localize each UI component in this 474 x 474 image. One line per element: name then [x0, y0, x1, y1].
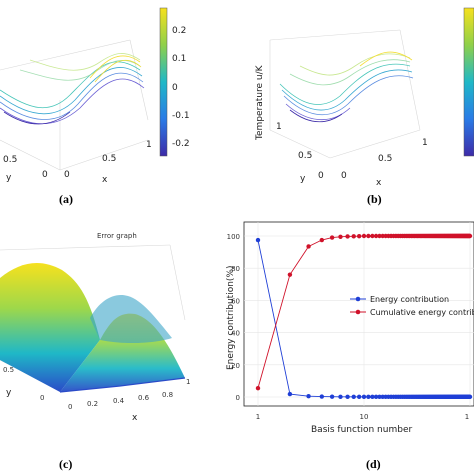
x-axis-label: x [102, 175, 108, 185]
data-point-energy [370, 394, 375, 400]
data-point-energy [345, 394, 350, 400]
x-tick: 0.5 [102, 154, 116, 164]
panel-b-colorbar [463, 7, 474, 157]
x-tick: 1 [422, 138, 428, 148]
x-tick: 0.6 [138, 394, 150, 402]
data-point-energy [255, 237, 261, 243]
series-group [255, 233, 473, 400]
y-tick-label: 0 [236, 394, 240, 402]
colorbar-tick: 0 [172, 83, 178, 93]
y-axis-label: y [300, 174, 306, 184]
panel-a-axes-box [0, 39, 149, 171]
data-point-energy [351, 394, 356, 400]
x-tick: 0.5 [378, 154, 392, 164]
x-tick: 0.2 [87, 400, 98, 408]
x-axis-label: Basis function number [311, 425, 412, 435]
data-point-cumulative [356, 233, 362, 239]
data-point-cumulative [345, 234, 350, 239]
data-point-cumulative [329, 235, 335, 240]
panel-d: 0 20 40 60 80 100 1 10 1 Energy contribution(%)… [226, 221, 474, 471]
y-tick: 0.5 [3, 366, 14, 374]
panel-b-axes-box [269, 29, 421, 159]
data-point-cumulative [370, 233, 375, 239]
panel-label-c: (c) [59, 457, 72, 471]
y-tick-label: 20 [231, 362, 240, 370]
x-axis-label: x [376, 178, 382, 188]
data-point-cumulative [377, 233, 382, 239]
colorbar-tick: 0.1 [172, 54, 186, 64]
x-tick: 0 [68, 403, 72, 411]
colorbar-tick: -0.1 [172, 111, 190, 121]
panel-label-b: (b) [367, 192, 382, 206]
data-point-cumulative [361, 233, 367, 239]
data-point-energy [329, 394, 335, 399]
panel-a-colorbar: 0.2 0.1 0 -0.1 -0.2 [159, 7, 190, 157]
y-tick-label: 60 [231, 297, 240, 305]
data-point-cumulative [373, 233, 379, 239]
x-tick: 0.4 [113, 397, 125, 405]
x-tick-label: 10 [360, 413, 369, 421]
data-point-cumulative [306, 244, 311, 249]
legend: Energy contribution Cumulative energy co… [350, 295, 474, 317]
panel-a: 0.2 0.1 0 -0.1 -0.2 0.5 0 0 0.5 1 y x (a… [0, 7, 190, 206]
panel-b-surface [279, 51, 414, 123]
y-tick: 0.5 [298, 151, 312, 161]
data-point-cumulative [338, 234, 343, 240]
plot-area-frame [243, 221, 474, 407]
x-tick: 0 [64, 170, 70, 180]
legend-marker-cumulative [355, 309, 361, 315]
colorbar-tick: -0.2 [172, 139, 190, 149]
data-point-energy [356, 394, 362, 400]
y-tick-label: 80 [231, 265, 240, 273]
y-tick-label: 40 [231, 330, 240, 338]
y-axis-label: Energy contribution(%) [226, 266, 236, 371]
panel-c: Error graph 0.5 0 0 0.2 0.4 0.6 0.8 1 y … [0, 232, 190, 471]
x-tick: 1 [146, 140, 152, 150]
legend-label-cumulative: Cumulative energy contribution [370, 308, 474, 317]
data-point-energy [467, 394, 473, 400]
panel-c-title: Error graph [97, 232, 137, 240]
panel-label-d: (d) [366, 457, 381, 471]
panel-a-surface [0, 53, 145, 125]
y-tick: 0.5 [3, 155, 17, 165]
data-point-energy [366, 394, 371, 400]
data-point-cumulative [287, 272, 293, 277]
data-point-energy [287, 391, 293, 397]
y-axis-label: y [6, 173, 12, 183]
y-tick: 0 [40, 394, 44, 402]
panel-label-a: (a) [59, 192, 73, 206]
y-tick: 0 [318, 171, 324, 181]
data-point-cumulative [351, 234, 356, 239]
data-point-energy [319, 394, 325, 399]
colorbar-tick: 0.2 [172, 26, 186, 36]
legend-label-energy: Energy contribution [370, 295, 449, 304]
data-point-energy [306, 393, 311, 399]
x-tick: 1 [186, 378, 190, 386]
y-tick: 0 [42, 170, 48, 180]
data-point-cumulative [467, 233, 473, 239]
data-point-cumulative [255, 385, 261, 391]
data-point-cumulative [319, 237, 325, 243]
data-point-energy [373, 394, 379, 400]
y-tick: 1 [276, 122, 282, 132]
data-point-energy [377, 394, 382, 400]
y-tick-label: 100 [227, 233, 240, 241]
z-axis-label: Temperature u/K [255, 64, 265, 141]
x-ticks: 1 10 1 [256, 413, 469, 421]
y-axis-label: y [6, 388, 12, 398]
x-axis-label: x [132, 413, 138, 423]
legend-marker-energy [355, 296, 361, 302]
data-point-cumulative [366, 233, 371, 239]
data-point-energy [338, 394, 343, 400]
x-tick: 0.8 [162, 391, 173, 399]
data-point-energy [361, 394, 367, 400]
x-tick-label: 1 [256, 413, 260, 421]
panel-c-surface [0, 263, 186, 393]
y-ticks: 0 20 40 60 80 100 [227, 233, 240, 402]
x-tick: 0 [341, 171, 347, 181]
x-tick-label: 1 [465, 413, 469, 421]
panel-b: Temperature u/K 1 0.5 0 0 0.5 1 y x (b) [255, 7, 474, 206]
